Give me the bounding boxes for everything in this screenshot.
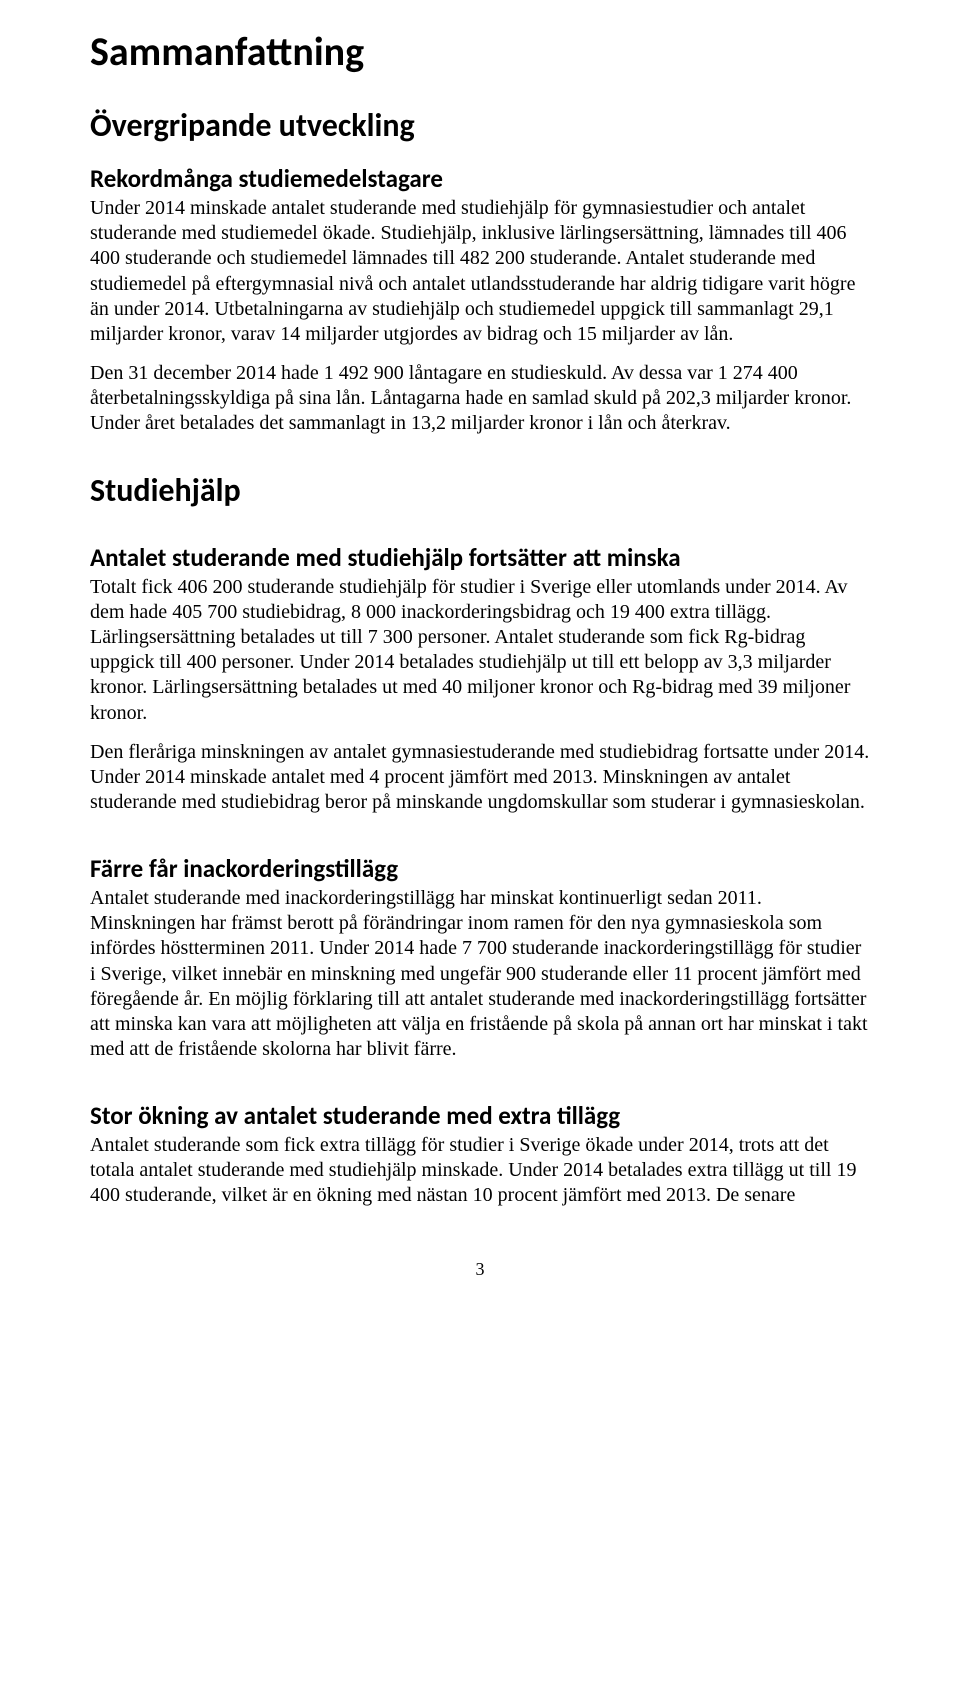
page-title: Sammanfattning	[90, 30, 870, 74]
paragraph: Totalt fick 406 200 studerande studiehjä…	[90, 575, 870, 726]
page-number: 3	[90, 1259, 870, 1280]
subheading-extra: Stor ökning av antalet studerande med ex…	[90, 1102, 870, 1131]
paragraph: Antalet studerande som fick extra tilläg…	[90, 1133, 870, 1209]
subheading-inackordering: Färre får inackorderingstillägg	[90, 855, 870, 884]
paragraph: Den 31 december 2014 hade 1 492 900 lånt…	[90, 361, 870, 437]
subheading-record: Rekordmånga studiemedelstagare	[90, 165, 870, 194]
paragraph: Antalet studerande med inackorderingstil…	[90, 886, 870, 1062]
paragraph: Under 2014 minskade antalet studerande m…	[90, 196, 870, 347]
subheading-decreasing: Antalet studerande med studiehjälp forts…	[90, 544, 870, 573]
section-heading-studiehjalp: Studiehjälp	[90, 473, 870, 508]
paragraph: Den fleråriga minskningen av antalet gym…	[90, 740, 870, 816]
section-heading-overview: Övergripande utveckling	[90, 108, 870, 143]
page-container: Sammanfattning Övergripande utveckling R…	[0, 0, 960, 1320]
